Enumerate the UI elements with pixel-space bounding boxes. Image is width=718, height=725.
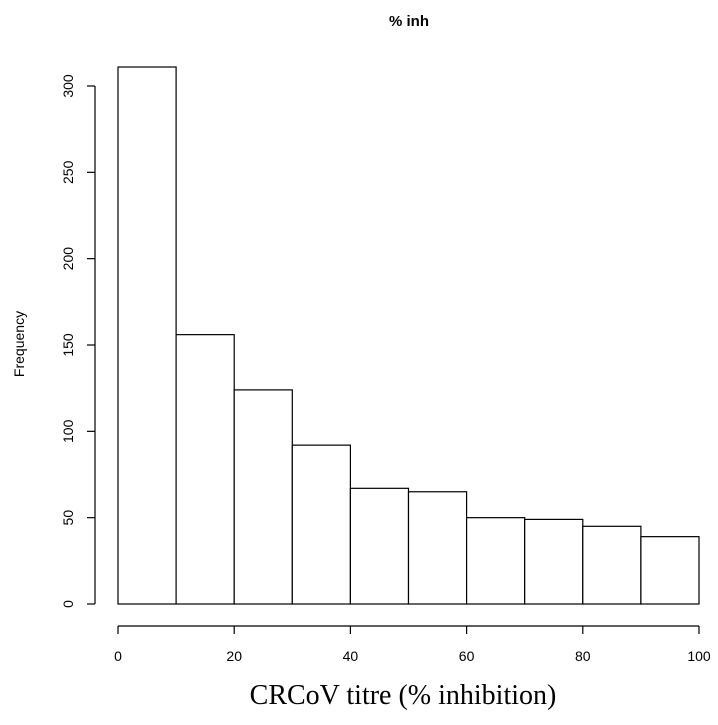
histogram-bar bbox=[524, 518, 584, 605]
y-tick-label: 50 bbox=[60, 510, 76, 526]
y-tick-label: 250 bbox=[60, 160, 76, 184]
histogram-bar bbox=[117, 66, 177, 605]
x-axis-label: CRCoV titre (% inhibition) bbox=[250, 680, 557, 711]
chart-title: % inh bbox=[389, 13, 429, 30]
x-axis: 0 20 40 60 80 100 bbox=[114, 625, 711, 664]
y-tick-label: 300 bbox=[60, 74, 76, 98]
histogram-bar bbox=[640, 536, 700, 605]
x-tick-label: 80 bbox=[575, 648, 591, 664]
histogram-bar bbox=[175, 334, 235, 605]
histogram-bar bbox=[349, 487, 410, 605]
y-tick-label: 150 bbox=[60, 333, 76, 357]
x-tick-label: 60 bbox=[459, 648, 475, 664]
x-tick-label: 100 bbox=[687, 648, 711, 664]
x-tick-label: 20 bbox=[226, 648, 242, 664]
histogram-bar bbox=[407, 491, 468, 605]
y-axis-label: Frequency bbox=[11, 311, 27, 377]
histogram-bar bbox=[582, 525, 642, 605]
histogram-bar bbox=[291, 444, 351, 605]
y-tick-label: 0 bbox=[60, 600, 76, 608]
x-tick-label: 40 bbox=[343, 648, 359, 664]
histogram-bar bbox=[233, 389, 293, 605]
y-tick-label: 200 bbox=[60, 247, 76, 271]
histogram-bar bbox=[466, 517, 526, 605]
x-tick-label: 0 bbox=[114, 648, 122, 664]
y-tick-label: 100 bbox=[60, 419, 76, 443]
y-axis: 0 50 100 150 200 250 300 bbox=[60, 74, 96, 608]
bars-group bbox=[117, 66, 700, 605]
